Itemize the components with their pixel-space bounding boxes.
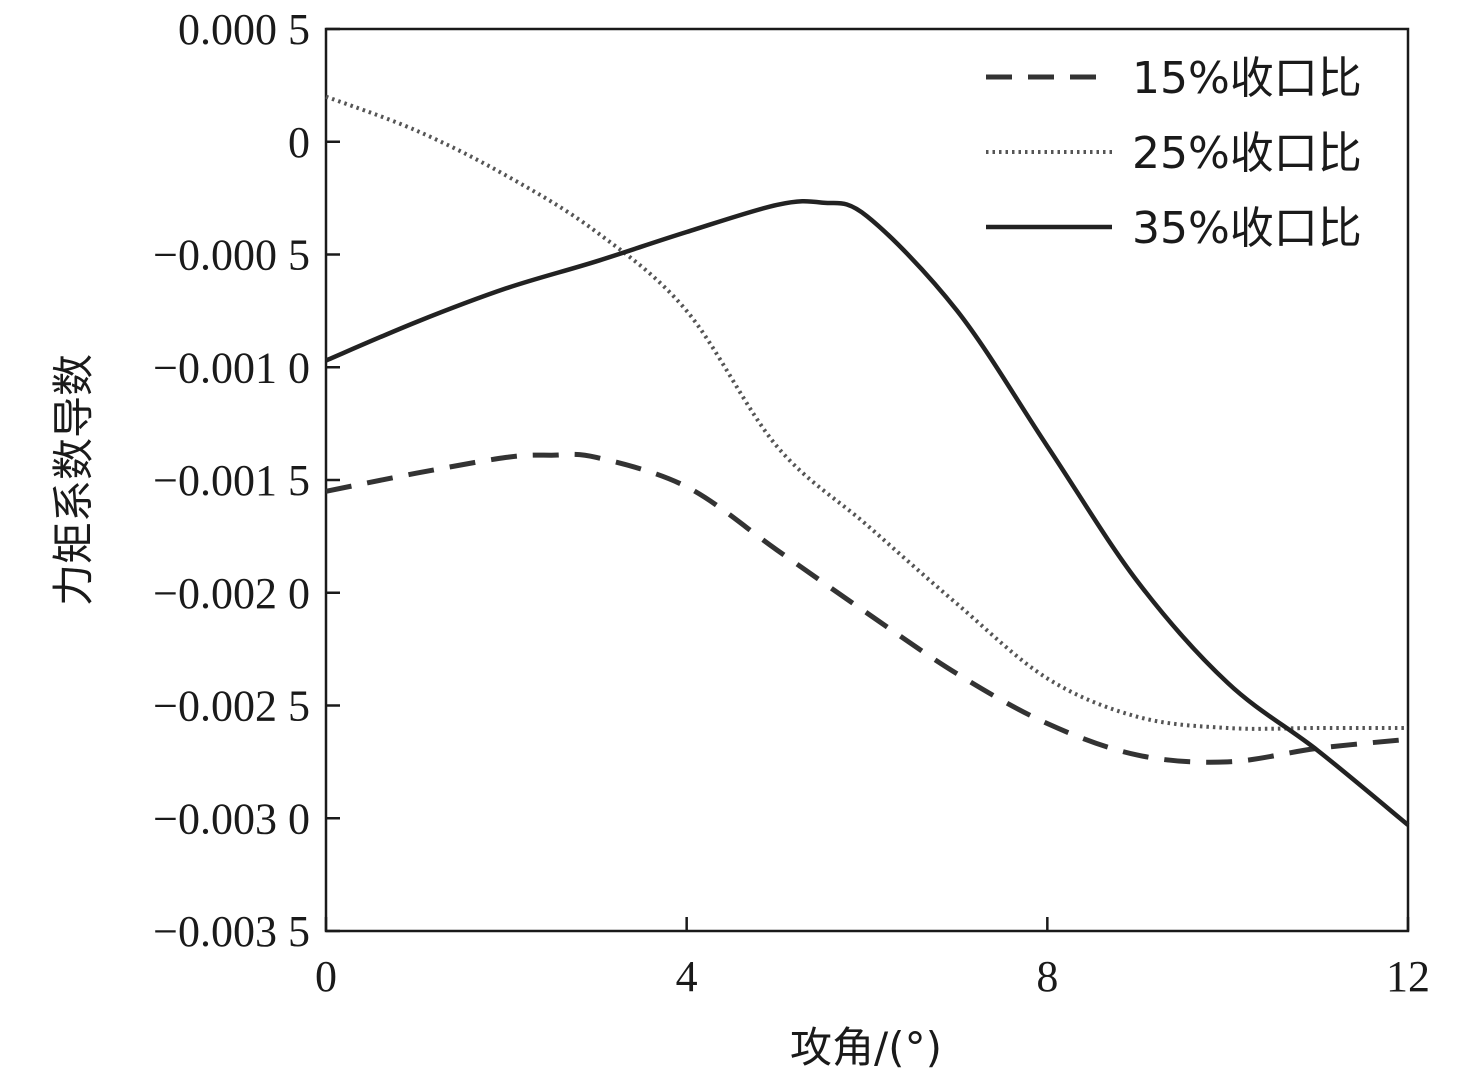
y-tick-label: −0.000 5 [153,231,310,280]
y-tick-label: −0.001 0 [153,343,310,392]
x-tick-label: 8 [1036,952,1058,1001]
y-tick-label: −0.003 0 [153,794,310,843]
legend-label-3: 35%收口比 [1132,203,1362,254]
x-tick-label: 4 [676,952,698,1001]
legend-label-2: 25%收口比 [1132,128,1362,179]
y-tick-label: −0.002 0 [153,569,310,618]
legend: 15%收口比 25%收口比 35%收口比 [986,53,1362,254]
x-ticks: 0 4 8 12 [315,917,1430,1001]
y-tick-label: −0.003 5 [153,907,310,956]
legend-label-1: 15%收口比 [1132,53,1362,104]
x-axis-title: 攻角/(°) [790,1023,942,1072]
series-lines [325,94,1410,827]
y-tick-label: 0.000 5 [178,5,310,54]
y-tick-label: −0.002 5 [153,682,310,731]
series-line-2 [325,94,1409,731]
series-line-3 [325,198,1410,827]
x-tick-label: 12 [1386,952,1430,1001]
y-axis-title: 力矩系数导数 [49,354,98,606]
y-tick-label: 0 [288,118,310,167]
series-line-1 [325,451,1409,765]
y-tick-label: −0.001 5 [153,456,310,505]
x-tick-label: 0 [315,952,337,1001]
y-ticks: 0.000 5 0 −0.000 5 −0.001 0 −0.001 5 −0.002 0… [153,5,340,956]
